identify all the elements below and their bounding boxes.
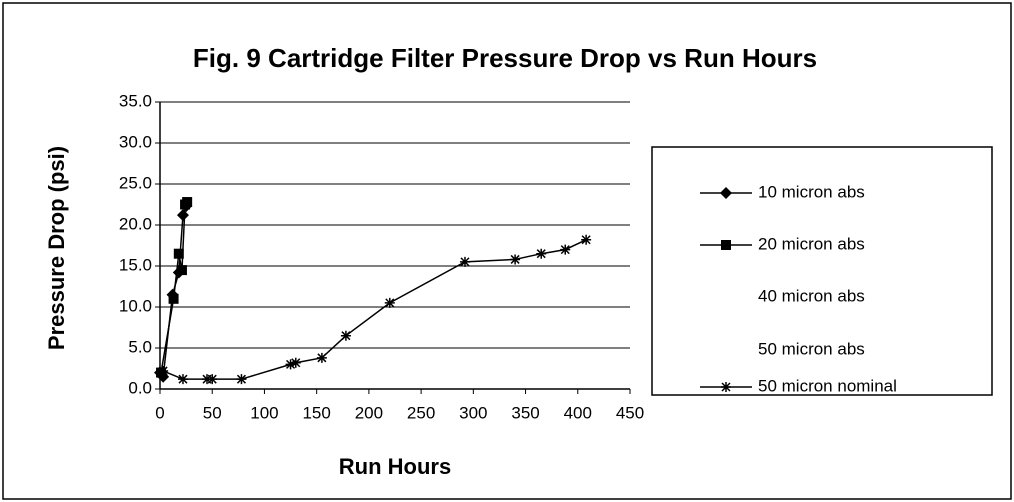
point [316,352,327,363]
x-tick-label: 250 [407,403,435,422]
point [168,293,179,304]
x-tick-label: 400 [564,403,592,422]
point [581,234,592,245]
point [202,374,212,385]
series-line [162,239,587,380]
legend-marker [721,382,731,392]
legend-label: 10 micron abs [758,182,865,201]
legend-marker [720,187,732,199]
point [158,365,169,376]
point [459,256,470,267]
point [207,374,218,385]
y-tick-label: 15.0 [119,255,152,274]
y-tick-label: 10.0 [119,296,152,315]
point [560,244,571,255]
point [173,248,184,259]
point [176,209,189,222]
y-tick-label: 20.0 [119,214,152,233]
x-tick-label: 100 [250,403,278,422]
x-axis-label: Run Hours [339,454,451,479]
x-tick-label: 450 [616,403,644,422]
y-tick-label: 0.0 [128,378,152,397]
x-tick-label: 0 [155,403,164,422]
legend-marker [721,240,731,250]
x-tick-label: 200 [355,403,383,422]
point [384,297,395,308]
point [536,248,547,259]
x-tick-label: 150 [302,403,330,422]
x-tick-label: 350 [511,403,539,422]
x-tick-label: 50 [203,403,222,422]
chart-title: Fig. 9 Cartridge Filter Pressure Drop vs… [193,43,817,73]
y-axis-label: Pressure Drop (psi) [44,146,69,350]
legend-label: 50 micron abs [758,339,865,358]
point [177,374,188,385]
point [176,265,187,276]
legend-label: 40 micron abs [758,286,865,305]
point [340,330,351,341]
x-tick-label: 300 [459,403,487,422]
y-tick-label: 5.0 [128,337,152,356]
legend-box [651,146,993,396]
point [285,359,296,370]
legend-label: 50 micron nominal [758,376,897,395]
point [290,357,301,368]
point [182,197,193,208]
y-tick-label: 25.0 [119,173,152,192]
point [236,374,247,385]
y-tick-label: 30.0 [119,132,152,151]
y-tick-label: 35.0 [119,91,152,110]
legend-label: 20 micron abs [758,234,865,253]
point [510,254,521,265]
